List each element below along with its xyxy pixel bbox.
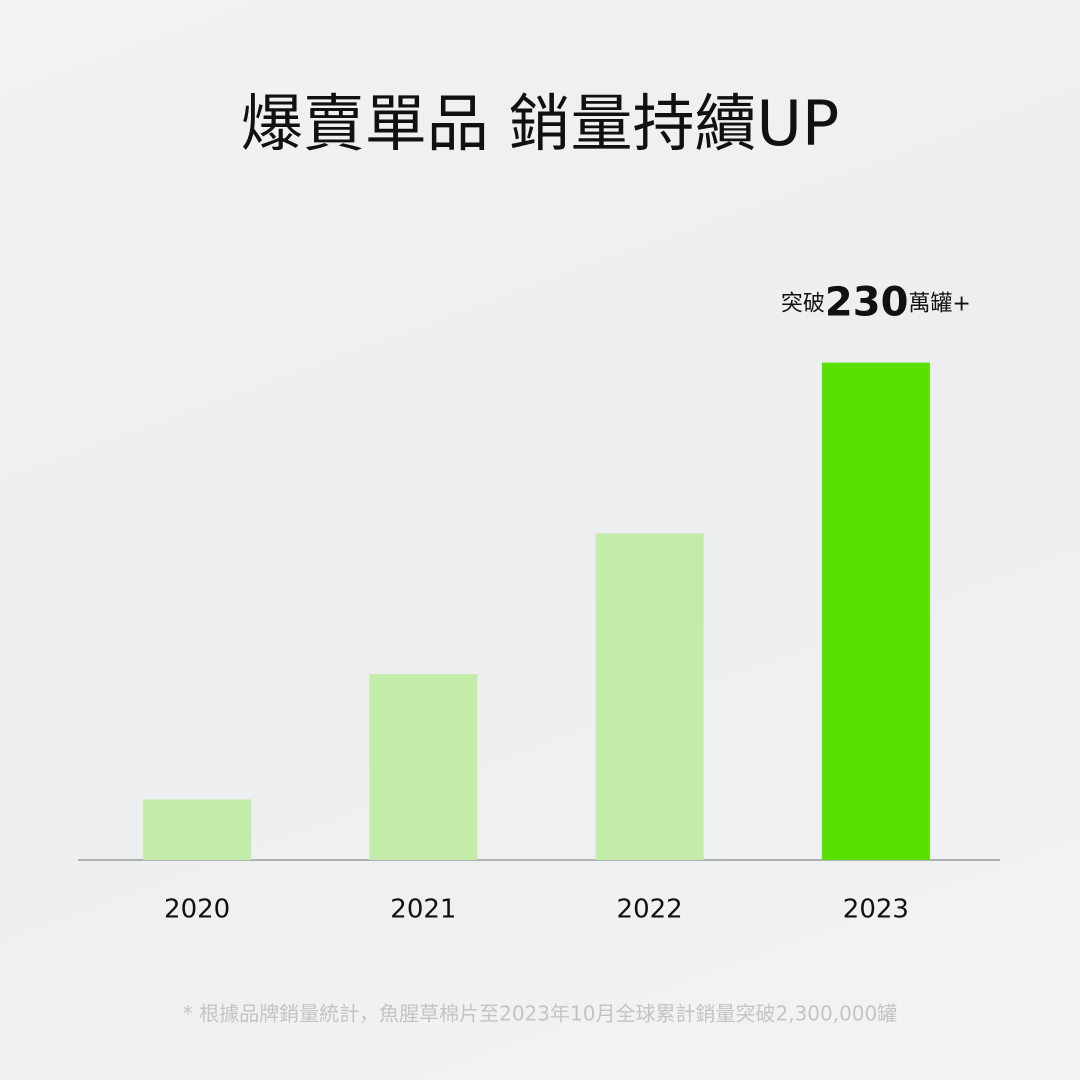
chart-title: 爆賣單品 銷量持續UP bbox=[241, 87, 839, 160]
value-label: 突破230萬罐+ bbox=[781, 280, 971, 326]
bar bbox=[595, 533, 704, 860]
bar bbox=[821, 362, 930, 860]
x-tick-label: 2023 bbox=[843, 895, 909, 925]
x-tick-label: 2022 bbox=[617, 895, 683, 925]
bar bbox=[369, 674, 478, 860]
bar bbox=[143, 799, 252, 860]
footnote: * 根據品牌銷量統計，魚腥草棉片至2023年10月全球累計銷量突破2,300,0… bbox=[183, 1002, 898, 1026]
x-tick-label: 2021 bbox=[390, 895, 456, 925]
x-tick-label: 2020 bbox=[164, 895, 230, 925]
